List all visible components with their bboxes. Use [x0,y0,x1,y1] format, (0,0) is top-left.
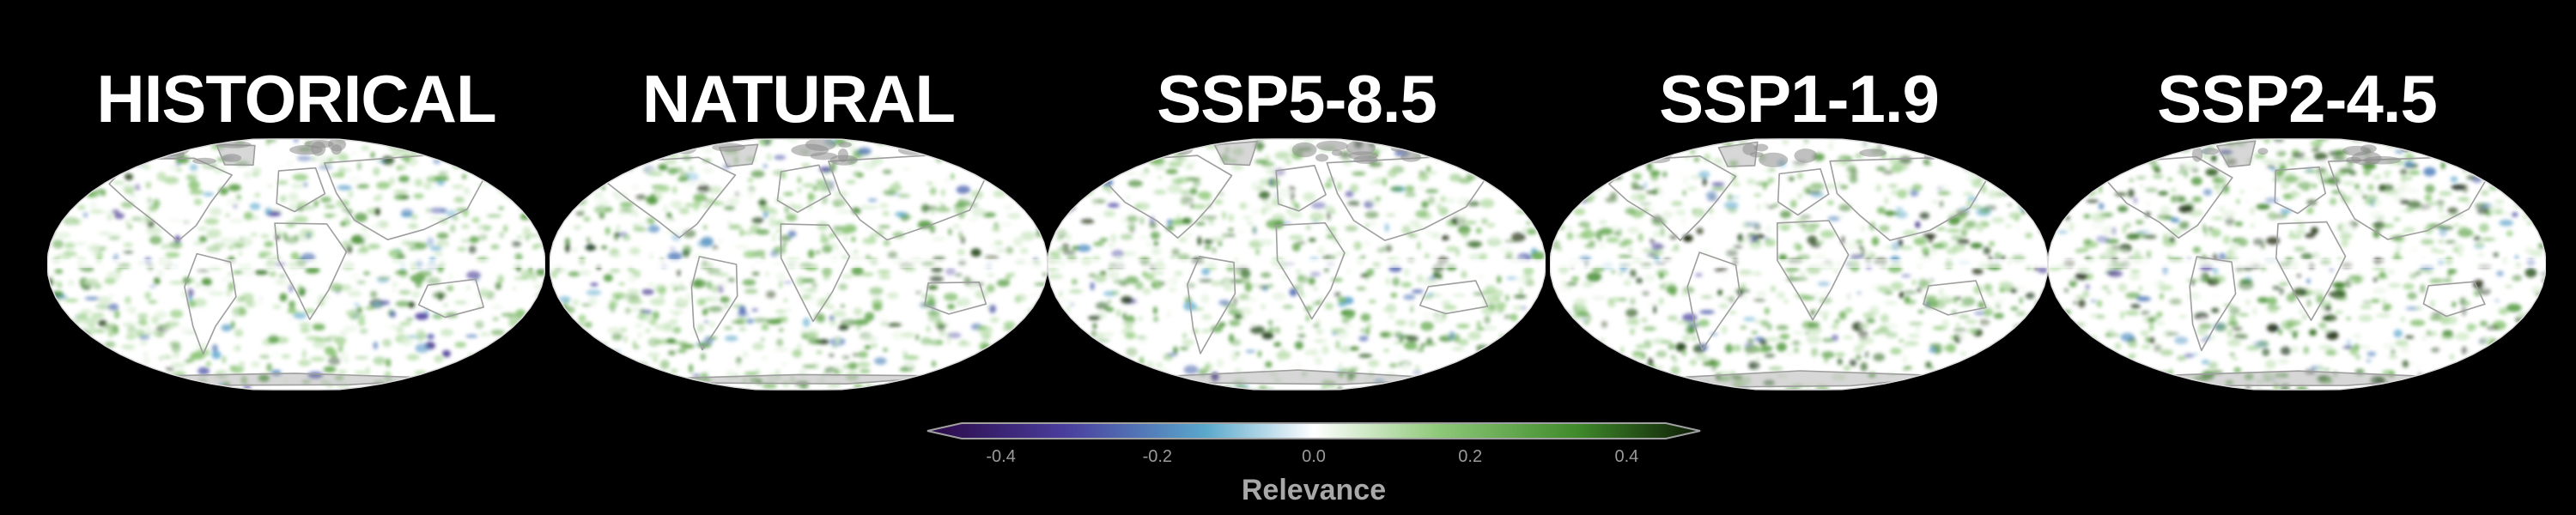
robinson-map-ssp119 [1550,138,2048,391]
map-panel-ssp119: SSP1-1.9 [1550,60,2048,403]
panel-title-ssp245: SSP2-4.5 [2157,61,2438,136]
panel-title-historical: HISTORICAL [96,61,496,136]
relevance-field [2048,139,2546,390]
relevance-colorbar: -0.4 -0.2 0.0 0.2 0.4 Relevance [927,422,1701,506]
map-outline [550,138,1048,391]
map-outline [47,138,545,391]
map-outline [1550,138,2048,391]
relevance-field [550,139,1048,390]
colorbar-ticks: -0.4 -0.2 0.0 0.2 0.4 [986,447,1638,466]
panel-title-ssp119: SSP1-1.9 [1659,61,1940,136]
colorbar-label: Relevance [1242,474,1386,506]
colorbar-tick-label: -0.4 [986,447,1015,466]
map-panel-ssp585: SSP5-8.5 [1048,60,1546,403]
colorbar-tick-label: 0.0 [1302,447,1326,466]
panel-title-natural: NATURAL [641,61,956,136]
colorbar-tick-label: 0.4 [1614,447,1638,466]
panel-title-ssp585: SSP5-8.5 [1157,61,1437,136]
map-outline [2048,138,2546,391]
robinson-map-natural [550,138,1048,391]
colorbar-gradient [927,422,1701,439]
relevance-field [1048,139,1546,390]
robinson-map-ssp245 [2048,138,2546,391]
map-panel-ssp245: SSP2-4.5 [2048,60,2546,403]
robinson-map-historical [47,138,545,391]
map-panel-natural: NATURAL [550,60,1048,403]
map-panel-historical: HISTORICAL [47,60,545,403]
colorbar-tick-label: -0.2 [1143,447,1172,466]
robinson-map-ssp585 [1048,138,1546,391]
map-outline [1048,138,1546,391]
coastlines [605,139,988,385]
colorbar-tick-label: 0.2 [1458,447,1482,466]
